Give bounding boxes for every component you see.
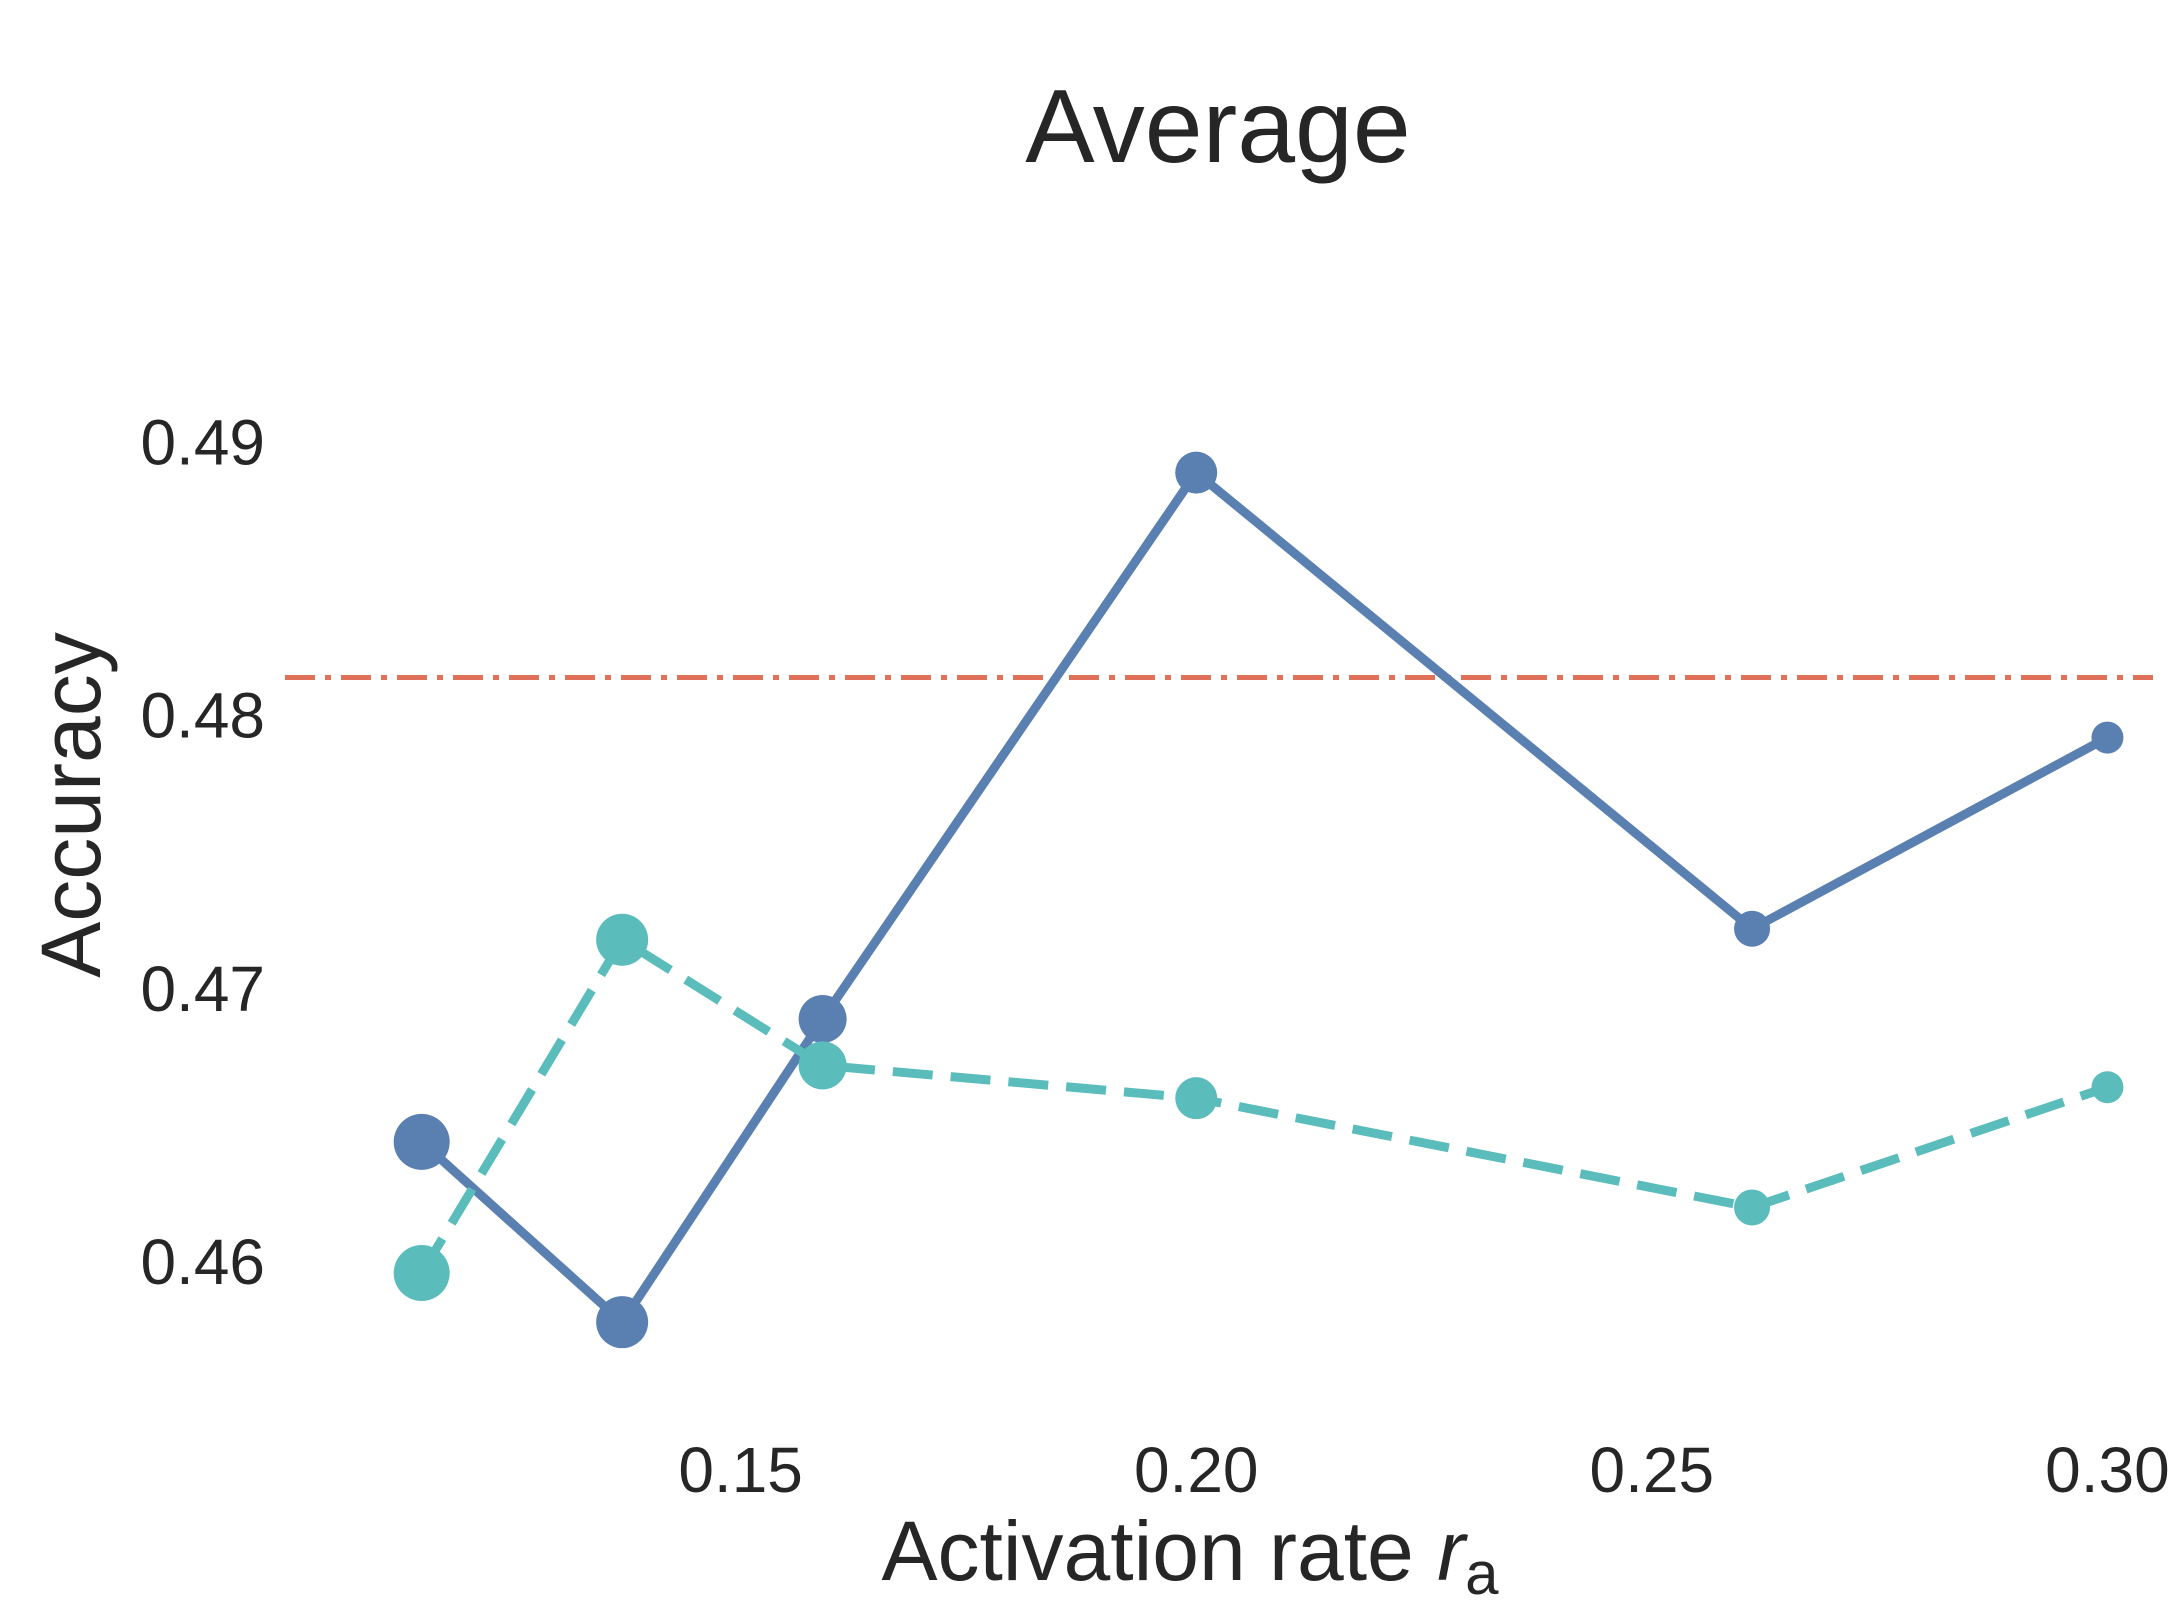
series-2 — [393, 913, 2124, 1301]
series-1-point-2 — [596, 1296, 649, 1349]
y-axis-label: Accuracy — [24, 632, 118, 977]
x-axis-label-main: Activation rate — [882, 1504, 1438, 1598]
series-1-point-6 — [2091, 721, 2124, 754]
chart-title: Average — [1025, 69, 1410, 185]
series-1-point-4 — [1175, 451, 1218, 494]
series-layer — [285, 451, 2153, 1349]
y-tick-labels: 0.46 0.47 0.48 0.49 — [140, 407, 265, 1299]
series-2-point-3 — [798, 1041, 847, 1090]
y-tick-label-3: 0.48 — [140, 680, 265, 752]
series-1-line — [418, 468, 2110, 1327]
x-axis-label-subscript: a — [1465, 1540, 1499, 1607]
series-1-point-1 — [393, 1113, 450, 1170]
series-2-point-4 — [1175, 1077, 1218, 1120]
x-tick-labels: 0.15 0.20 0.25 0.30 — [678, 1434, 2169, 1506]
x-axis-label-variable: r — [1437, 1504, 1468, 1598]
x-tick-label-3: 0.25 — [1590, 1434, 1715, 1506]
series-1-point-5 — [1734, 910, 1771, 947]
series-1-point-3 — [798, 994, 847, 1043]
series-2-point-1 — [393, 1245, 450, 1301]
y-tick-label-4: 0.49 — [140, 407, 265, 479]
series-2-point-2 — [596, 913, 649, 966]
x-tick-label-2: 0.20 — [1134, 1434, 1259, 1506]
x-tick-label-1: 0.15 — [678, 1434, 803, 1506]
series-2-line — [417, 935, 2109, 1276]
series-2-point-5 — [1734, 1189, 1771, 1226]
x-axis-label: Activation rate ra — [882, 1504, 1500, 1607]
x-tick-label-4: 0.30 — [2045, 1434, 2170, 1506]
series-1 — [393, 451, 2124, 1349]
y-tick-label-1: 0.46 — [140, 1226, 265, 1298]
y-tick-label-2: 0.47 — [140, 953, 265, 1025]
series-2-point-6 — [2091, 1071, 2124, 1104]
